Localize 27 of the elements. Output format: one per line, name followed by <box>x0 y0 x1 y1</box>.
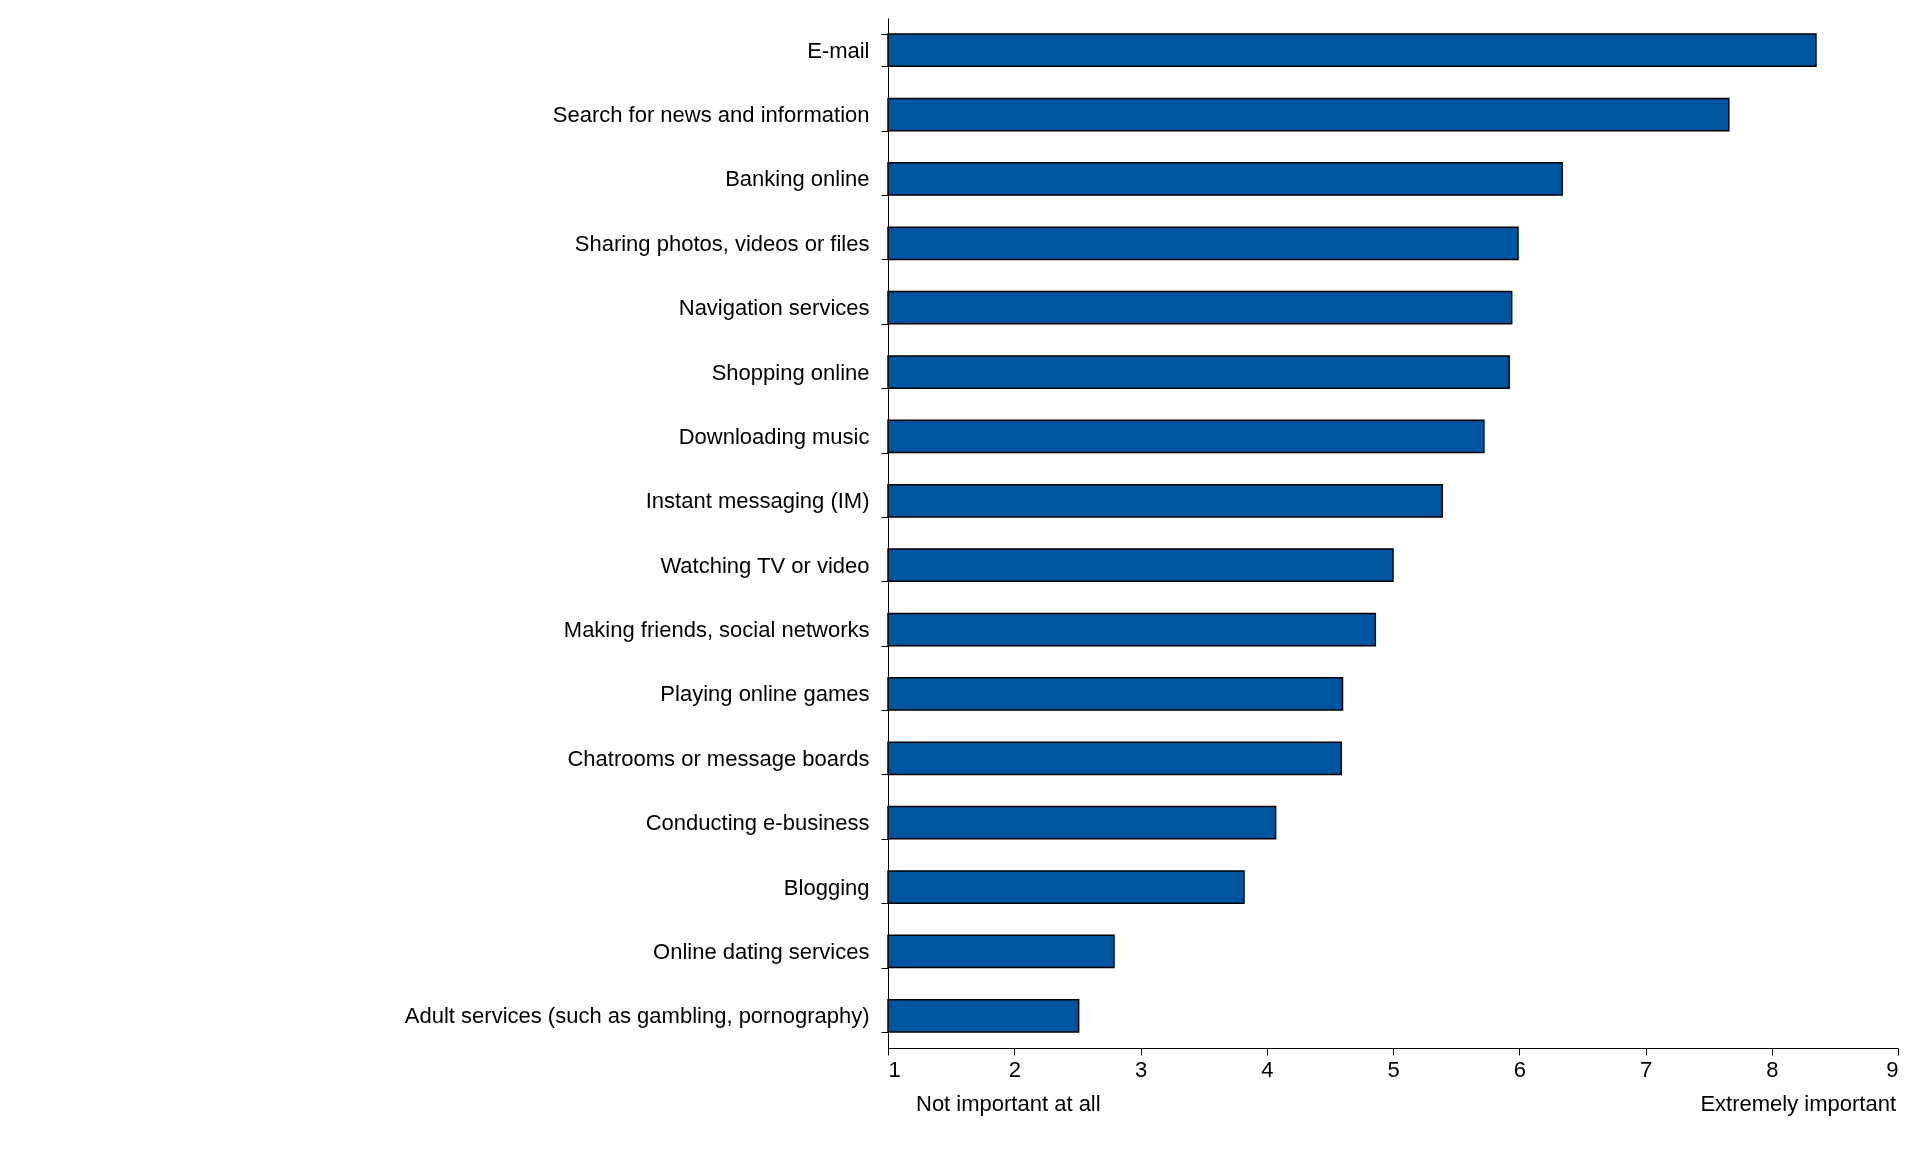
y-tick-label: Chatrooms or message boards <box>567 745 870 771</box>
y-tick-label: Search for news and information <box>552 102 870 128</box>
x-tick-label: 1 <box>888 1056 901 1082</box>
y-tick-label: Online dating services <box>653 938 870 964</box>
y-tick-label: Playing online games <box>660 681 870 707</box>
y-tick-label: Banking online <box>725 166 870 192</box>
y-tick-label: Adult services (such as gambling, pornography) <box>404 1003 870 1029</box>
x-tick-label: 8 <box>1766 1056 1779 1082</box>
x-tick-label: 4 <box>1261 1056 1274 1082</box>
x-tick-label: 6 <box>1513 1056 1526 1082</box>
x-tick-label: 9 <box>1886 1056 1899 1082</box>
text: Extremely important <box>1700 1091 1896 1116</box>
x-tick-label: 3 <box>1134 1056 1148 1082</box>
x-tick-label: 5 <box>1387 1056 1400 1082</box>
y-tick-label: Instant messaging (IM) <box>645 488 870 514</box>
y-tick-label: Conducting e-business <box>645 810 870 836</box>
y-tick-label: Watching TV or video <box>660 552 870 578</box>
y-tick-label: Sharing photos, videos or files <box>574 230 870 256</box>
x-tick-label: 7 <box>1639 1056 1653 1082</box>
y-tick-label: Making friends, social networks <box>563 617 870 643</box>
y-tick-label: E-mail <box>807 37 870 63</box>
y-tick-label: Shopping online <box>711 359 870 385</box>
y-tick-label: Navigation services <box>678 295 870 321</box>
x-tick-label: 2 <box>1008 1056 1021 1082</box>
y-tick-label: Blogging <box>783 874 870 900</box>
text: Not important at all <box>916 1091 1101 1116</box>
y-tick-label: Downloading music <box>678 423 870 449</box>
